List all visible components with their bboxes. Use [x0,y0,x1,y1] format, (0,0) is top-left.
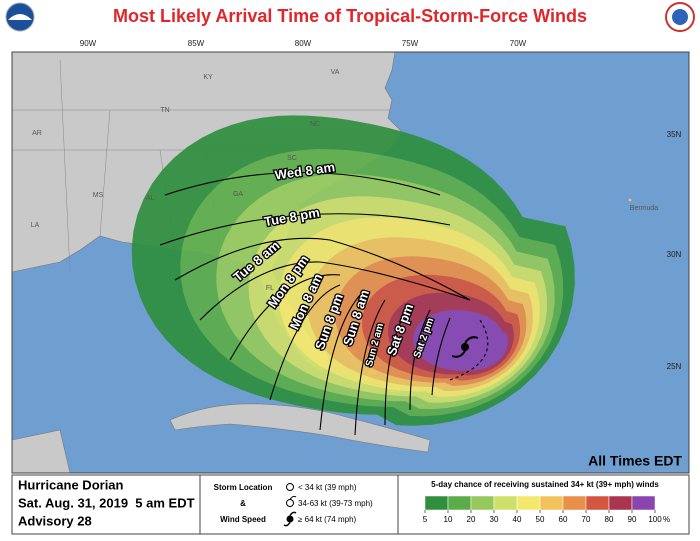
tick-label: 70 [582,515,591,524]
state-label: TN [160,107,169,114]
color-swatch [585,495,610,511]
color-swatch [539,495,564,511]
longitude-label: 85W [188,39,205,48]
storm-symbol [451,336,479,358]
longitude-label: 80W [295,39,312,48]
map: KY VA TN NC AR SC MS AL GA LA FL Bermuda… [12,52,689,473]
state-label: LA [31,222,40,229]
symbol-legend-title: Storm Location [214,483,273,492]
symbol-label: ≥ 64 kt (74 mph) [298,515,357,524]
symbol-ts [286,495,297,507]
tick-label: 10 [444,515,453,524]
symbol-label: 34-63 kt (39-73 mph) [298,499,373,508]
color-legend: 5 10 20 30 40 50 60 70 80 90 100% [423,495,670,524]
color-swatch [470,495,495,511]
color-swatch [447,495,472,511]
latitude-label: 35N [667,130,682,139]
tick-label: 20 [467,515,476,524]
longitude-label: 70W [510,39,527,48]
tick-label: 90 [628,515,637,524]
map-title: Most Likely Arrival Time of Tropical-Sto… [113,6,587,26]
time-note: All Times EDT [588,453,682,469]
probability-bands [131,115,575,426]
advisory-number: Advisory 28 [18,513,92,528]
tick-label: 5 [423,515,428,524]
longitude-label: 90W [80,39,97,48]
contour-lines [159,172,489,436]
tick-label: 30 [490,515,499,524]
symbol-low [286,483,294,491]
color-swatch [424,495,449,511]
color-swatch [493,495,518,511]
tick-label: 100 [648,515,662,524]
color-legend-title: 5-day chance of receiving sustained 34+ … [431,480,659,489]
symbol-legend-title: Wind Speed [220,515,266,524]
latitude-label: 25N [667,362,682,371]
color-swatch [562,495,587,511]
state-label: NC [310,121,320,128]
map-frame [11,51,690,474]
advisory-date: Sat. Aug. 31, 2019 5 am EDT [18,495,195,510]
symbol-legend-title: & [240,499,246,508]
tick-label: 80 [605,515,614,524]
state-label: AR [32,130,42,137]
color-swatch [516,495,541,511]
land-cuba [169,403,431,453]
symbol-label: < 34 kt (39 mph) [298,483,357,492]
unit-label: % [663,515,670,524]
symbol-hurricane [283,511,297,527]
tick-label: 50 [536,515,545,524]
longitude-label: 75W [402,39,419,48]
latitude-label: 30N [667,250,682,259]
state-label: KY [203,74,213,81]
state-label: AL [146,195,155,202]
tick-label: 40 [513,515,522,524]
color-swatch [631,495,656,511]
tick-label: 60 [559,515,568,524]
state-label: VA [331,69,340,76]
place-label: Bermuda [630,205,659,212]
land-mexico [12,429,71,473]
state-label: SC [287,155,297,162]
nws-logo [665,2,695,32]
noaa-logo [5,2,35,32]
storm-name: Hurricane Dorian [18,477,124,492]
color-swatch [608,495,633,511]
state-label: GA [233,191,243,198]
state-label: MS [93,192,104,199]
state-label: FL [266,285,274,292]
